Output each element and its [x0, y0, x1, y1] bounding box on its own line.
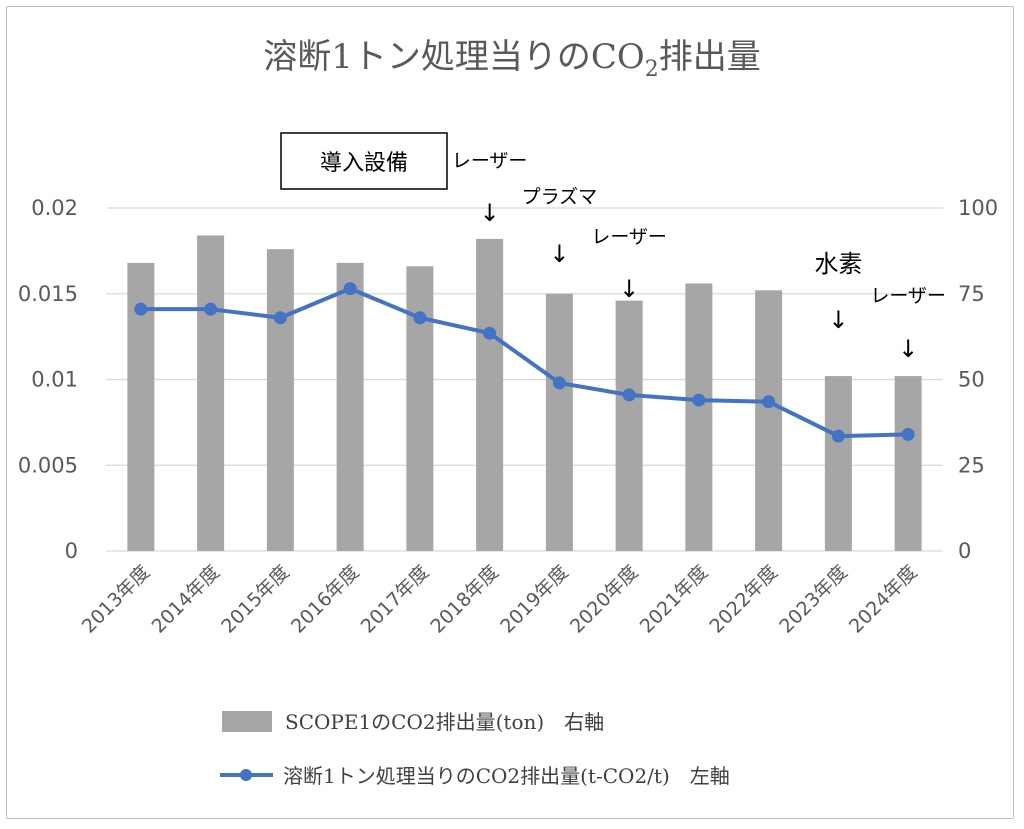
x-tick-label: 2022年度 — [706, 561, 783, 638]
bar — [824, 376, 852, 551]
chart-title-suffix: 排出量 — [659, 37, 761, 77]
left-axis-ticks: 0 0.005 0.01 0.015 0.02 — [18, 196, 78, 563]
right-tick-label: 50 — [958, 368, 985, 392]
left-tick-label: 0.02 — [31, 196, 78, 220]
x-tick-label: 2016年度 — [287, 561, 364, 638]
x-tick-label: 2021年度 — [636, 561, 713, 638]
line-point — [343, 282, 357, 296]
x-tick-label: 2024年度 — [845, 561, 922, 638]
annotation-arrow: ↓ — [828, 306, 848, 334]
legend-bar-swatch — [222, 711, 272, 732]
bar — [685, 283, 713, 551]
bar — [197, 235, 225, 551]
bar-series — [127, 235, 922, 551]
line-point — [692, 393, 706, 407]
bar — [615, 300, 643, 551]
legend: SCOPE1のCO2排出量(ton) 右軸 溶断1トン処理当りのCO2排出量(t… — [220, 710, 730, 788]
left-tick-label: 0 — [65, 539, 78, 563]
bar — [894, 376, 922, 551]
chart-frame — [6, 6, 1014, 819]
annotation-arrow: ↓ — [898, 335, 918, 363]
annotations: レーザー ↓ プラズマ ↓ レーザー ↓ 水素 ↓ レーザー ↓ — [452, 150, 946, 363]
x-tick-label: 2020年度 — [566, 561, 643, 638]
annotation-label: レーザー — [870, 285, 946, 307]
line-point — [762, 395, 776, 409]
line-point — [134, 302, 148, 316]
x-tick-label: 2014年度 — [148, 561, 225, 638]
legend-line-marker — [240, 769, 252, 781]
line-point — [413, 311, 427, 325]
right-tick-label: 75 — [958, 282, 985, 306]
x-axis-ticks: 2013年度2014年度2015年度2016年度2017年度2018年度2019… — [78, 561, 922, 638]
annotation-arrow: ↓ — [619, 275, 639, 303]
bar — [336, 262, 364, 551]
right-axis-ticks: 0 25 50 75 100 — [958, 196, 998, 563]
line-point — [831, 429, 845, 443]
right-tick-label: 25 — [958, 453, 985, 477]
gridlines — [106, 207, 943, 552]
x-tick-label: 2013年度 — [78, 561, 155, 638]
line-point — [622, 388, 636, 402]
bar — [266, 249, 294, 551]
left-tick-label: 0.015 — [18, 282, 78, 306]
line-point — [483, 326, 497, 340]
left-tick-label: 0.005 — [18, 453, 78, 477]
annotation-label: レーザー — [452, 150, 528, 172]
x-tick-label: 2018年度 — [427, 561, 504, 638]
annotation-box-label: 導入設備 — [320, 151, 408, 176]
annotation-arrow: ↓ — [480, 199, 500, 227]
right-tick-label: 100 — [958, 196, 998, 220]
x-tick-label: 2023年度 — [775, 561, 852, 638]
bar — [476, 238, 504, 551]
left-tick-label: 0.01 — [31, 368, 78, 392]
series-line — [140, 286, 909, 439]
line-point — [273, 311, 287, 325]
legend-bar-label: SCOPE1のCO2排出量(ton) 右軸 — [285, 710, 604, 734]
bar — [545, 293, 573, 551]
line-point — [901, 427, 915, 441]
x-tick-label: 2015年度 — [217, 561, 294, 638]
line-series — [134, 282, 915, 443]
right-tick-label: 0 — [958, 539, 971, 563]
bar — [406, 266, 434, 551]
x-tick-label: 2019年度 — [496, 561, 573, 638]
x-tick-label: 2017年度 — [357, 561, 434, 638]
annotation-arrow: ↓ — [549, 240, 569, 268]
annotation-box — [280, 132, 448, 190]
bar — [755, 290, 783, 551]
chart-title: 溶断1トン処理当りのCO2排出量 — [263, 37, 761, 82]
annotation-label: 水素 — [814, 250, 862, 278]
legend-line-label: 溶断1トン処理当りのCO2排出量(t-CO2/t) 左軸 — [283, 764, 730, 788]
line-point — [552, 376, 566, 390]
annotation-label: プラズマ — [522, 186, 598, 208]
line-point — [204, 302, 218, 316]
annotation-label: レーザー — [591, 226, 667, 248]
chart-title-subscript: 2 — [645, 57, 659, 82]
